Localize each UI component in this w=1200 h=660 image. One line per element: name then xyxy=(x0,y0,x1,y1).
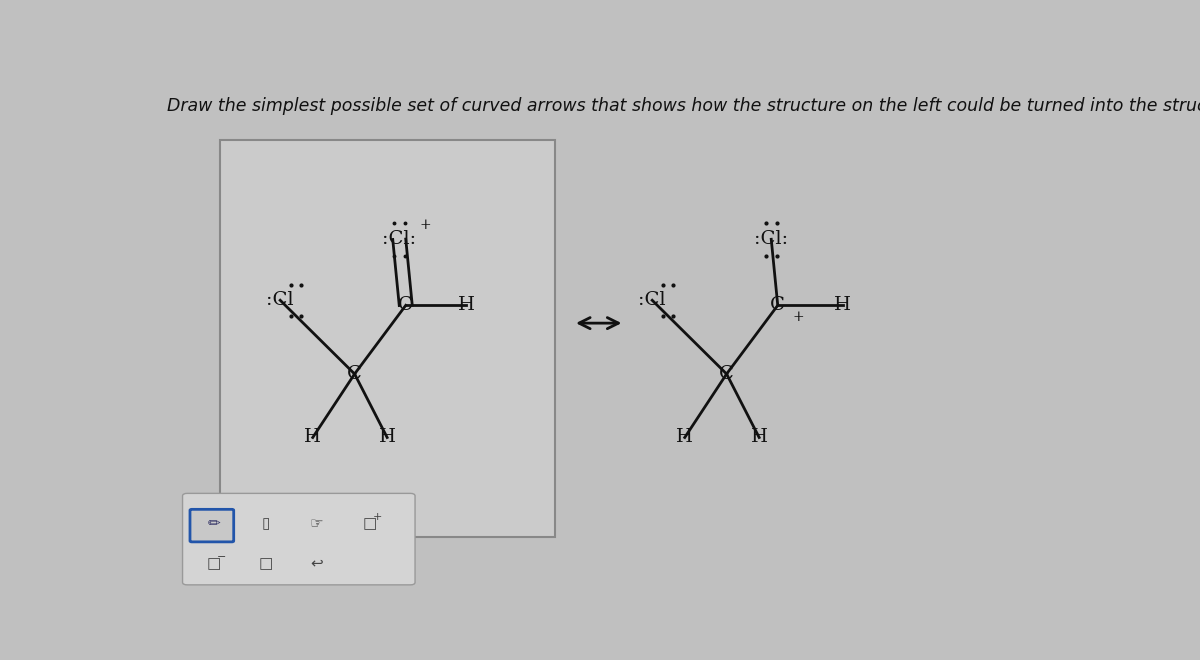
Text: ☞: ☞ xyxy=(310,516,324,531)
Text: □: □ xyxy=(364,516,378,531)
Text: C: C xyxy=(770,296,785,314)
Text: H: H xyxy=(751,428,768,446)
Text: C: C xyxy=(398,296,413,314)
Text: □: □ xyxy=(258,556,272,571)
Text: +: + xyxy=(792,310,804,323)
Text: □: □ xyxy=(206,556,221,571)
Text: H: H xyxy=(834,296,851,314)
Text: H: H xyxy=(677,428,694,446)
Text: :Cl: :Cl xyxy=(638,291,666,310)
Text: :Cl: :Cl xyxy=(266,291,294,310)
Text: −: − xyxy=(217,552,226,562)
Text: :Cl:: :Cl: xyxy=(382,230,416,248)
Text: Draw the simplest possible set of curved arrows that shows how the structure on : Draw the simplest possible set of curved… xyxy=(167,97,1200,115)
Text: ▯: ▯ xyxy=(262,516,270,531)
Bar xyxy=(220,140,554,537)
Text: H: H xyxy=(379,428,396,446)
Text: +: + xyxy=(420,218,431,232)
Text: ↩: ↩ xyxy=(311,556,323,571)
Text: C: C xyxy=(719,365,734,383)
Text: C: C xyxy=(347,365,362,383)
Text: H: H xyxy=(305,428,322,446)
Text: :Cl:: :Cl: xyxy=(754,230,788,248)
Text: H: H xyxy=(457,296,475,314)
FancyBboxPatch shape xyxy=(182,494,415,585)
Text: ✏: ✏ xyxy=(208,516,221,531)
FancyBboxPatch shape xyxy=(190,510,234,542)
Text: +: + xyxy=(373,512,383,523)
